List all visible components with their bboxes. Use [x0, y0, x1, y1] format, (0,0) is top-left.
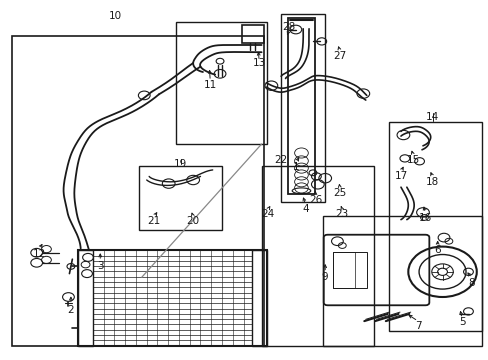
Text: 17: 17 — [393, 171, 407, 181]
Bar — [281, 14, 325, 202]
Text: 1: 1 — [292, 162, 299, 172]
Text: 28: 28 — [281, 22, 295, 32]
Bar — [332, 252, 354, 288]
Text: 11: 11 — [203, 80, 217, 90]
Text: 20: 20 — [186, 216, 199, 226]
Text: 24: 24 — [261, 209, 274, 219]
Text: 6: 6 — [433, 245, 440, 255]
Bar — [176, 22, 266, 144]
Bar — [332, 252, 366, 288]
Text: 5: 5 — [458, 317, 465, 327]
Text: 9: 9 — [321, 272, 328, 282]
Bar — [12, 36, 264, 346]
Text: 15: 15 — [406, 155, 419, 165]
Text: 23: 23 — [335, 209, 348, 219]
Text: 3: 3 — [97, 261, 103, 271]
Text: 10: 10 — [108, 11, 121, 21]
Text: 21: 21 — [147, 216, 161, 226]
Text: 7: 7 — [414, 321, 421, 331]
Bar — [322, 216, 481, 346]
Text: 19: 19 — [174, 159, 187, 169]
Text: 18: 18 — [425, 177, 439, 187]
Bar — [287, 18, 315, 194]
Text: 27: 27 — [332, 51, 346, 61]
Text: 4: 4 — [302, 204, 308, 214]
Text: 26: 26 — [308, 195, 322, 205]
Text: 8: 8 — [468, 278, 474, 288]
Text: 13: 13 — [252, 58, 265, 68]
Bar — [388, 122, 481, 331]
Text: 22: 22 — [274, 155, 287, 165]
Text: 14: 14 — [425, 112, 439, 122]
Text: 25: 25 — [332, 188, 346, 198]
Bar — [78, 250, 266, 346]
Text: 16: 16 — [418, 213, 431, 223]
Text: 2: 2 — [67, 305, 74, 315]
Bar — [261, 166, 373, 346]
Bar — [251, 250, 266, 346]
Text: 12: 12 — [32, 249, 46, 259]
Bar — [139, 166, 222, 230]
Bar — [242, 25, 264, 43]
Bar — [78, 250, 93, 346]
